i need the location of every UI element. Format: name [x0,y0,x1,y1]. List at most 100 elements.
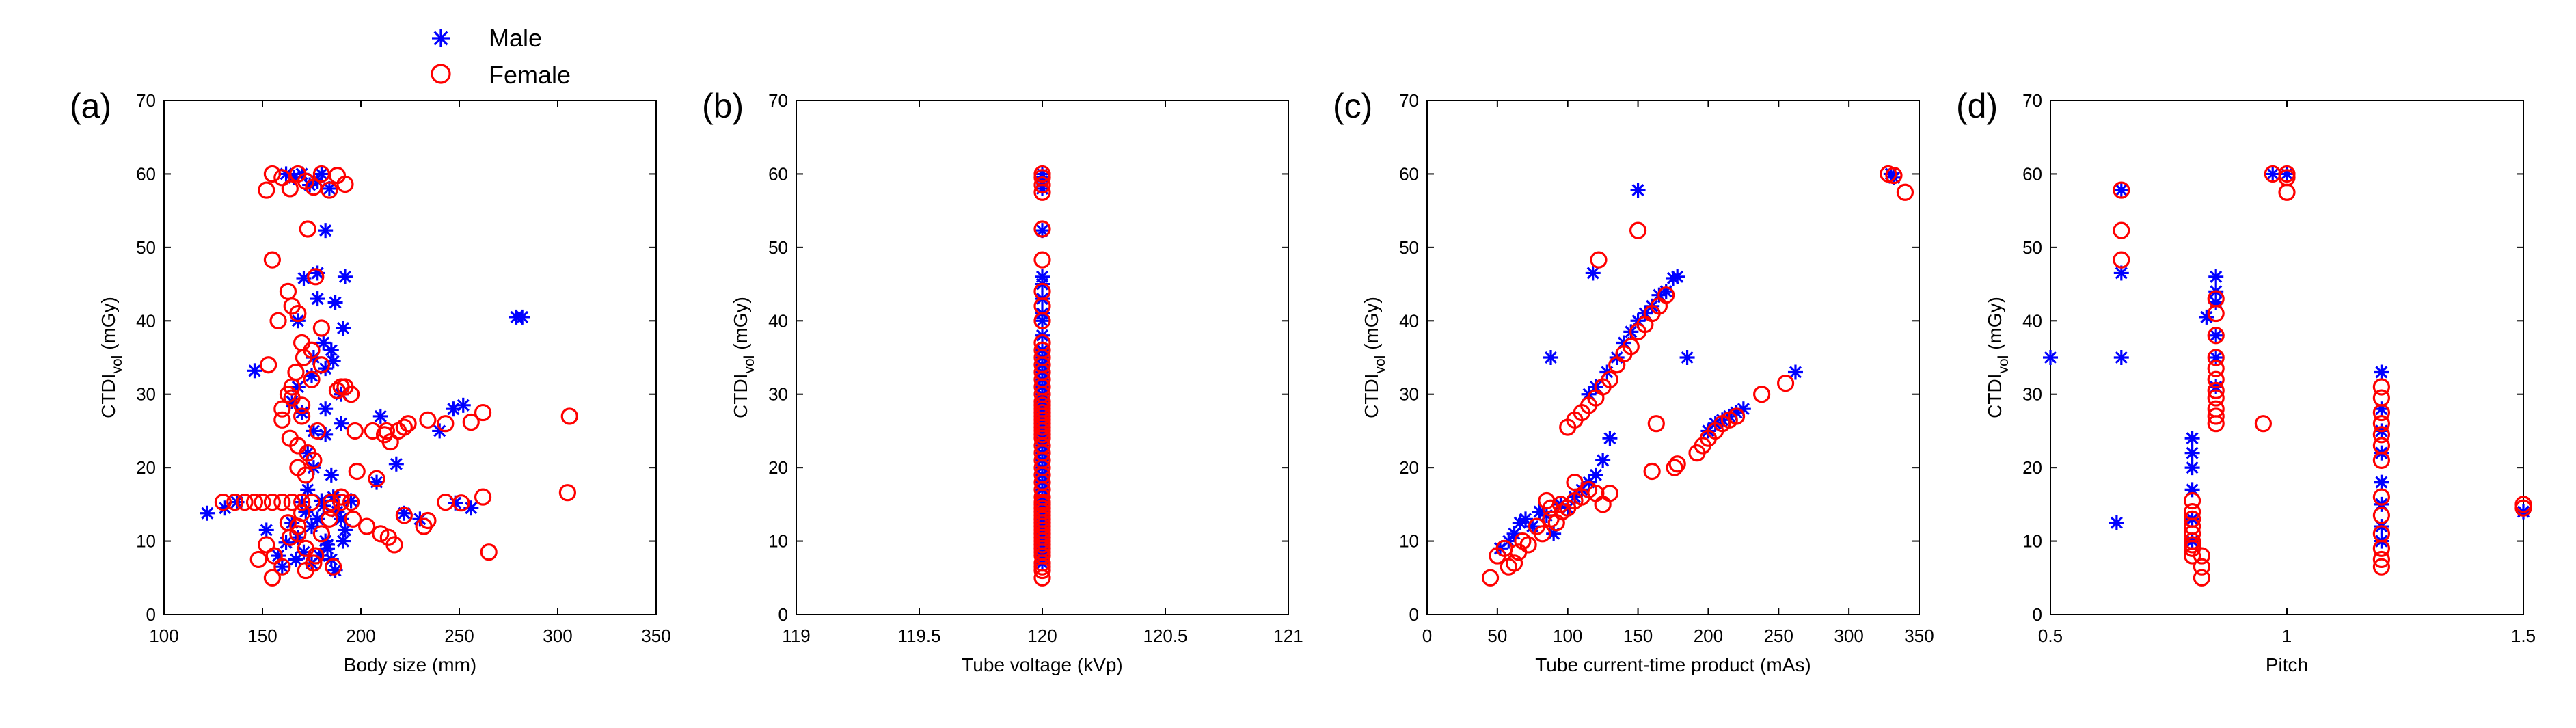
x-tick-label: 150 [247,625,277,646]
data-point-female [1033,251,1051,269]
data-point-female [328,381,347,399]
data-point-female [307,547,325,565]
data-point-female [2207,304,2225,323]
x-tick-label: 50 [1487,625,1507,646]
x-axis-label: Tube voltage (kVp) [962,654,1123,675]
data-point-male [258,522,274,538]
legend-male-star-icon [432,29,450,47]
data-point-female [1534,525,1551,543]
data-point-female [249,550,267,569]
data-point-female [2207,327,2225,345]
data-point-female [1033,220,1051,238]
data-point-male [2184,431,2200,446]
data-point-male [2113,350,2129,365]
data-point-female [332,494,350,511]
data-point-female [273,400,291,418]
panel-a: (a) 100 150 200 250 300 350 0 10 20 30 40 50 60 70 Body… [70,87,671,675]
panel-label: (b) [702,87,744,125]
data-point-male [2043,350,2058,365]
y-axis-label-sub: vol [1996,355,2011,374]
data-point-female [2113,251,2130,269]
data-point-female [1643,462,1661,481]
data-point-male [200,505,215,521]
data-point-female [368,470,385,487]
y-tick-label: 40 [768,310,788,331]
y-axis-label-unit: (mGy) [1984,297,2005,355]
x-tick-label: 0.5 [2038,625,2063,646]
data-point-female [2184,547,2201,565]
data-point-female [279,282,297,300]
data-point-female [2193,558,2211,576]
x-tick-label: 0 [1422,625,1432,646]
data-point-female [2372,403,2390,422]
data-point-female [372,525,390,543]
y-axis-label-main: CTDI [98,374,119,418]
data-point-female [336,175,354,193]
data-point-female [399,415,417,433]
data-point-female [289,304,307,323]
data-point-female [303,370,321,388]
data-point-male [2374,474,2389,490]
x-tick-label: 119.5 [897,625,940,646]
y-tick-label: 50 [136,237,156,258]
series-female [2113,165,2532,587]
data-point-female [2207,349,2225,366]
data-point-female [1033,176,1051,194]
data-point-female [2207,407,2225,425]
y-tick-label: 10 [136,531,156,552]
data-point-female [299,220,316,238]
legend-male-label: Male [489,24,542,52]
y-axis-label-unit: (mGy) [98,297,119,355]
data-point-male [337,269,353,284]
data-point-male [1630,183,1646,198]
data-point-female [289,525,307,543]
data-point-female [281,180,299,198]
data-point-female [258,536,275,554]
data-point-female [1033,561,1051,580]
data-point-female [260,356,277,374]
data-point-female [419,411,437,429]
y-tick-label: 10 [1399,531,1419,552]
data-point-female [474,488,492,506]
data-point-male [336,533,351,549]
data-point-female [395,507,413,524]
data-point-female [1590,251,1608,269]
y-tick-label: 10 [2022,531,2042,552]
y-tick-label: 20 [2022,457,2042,478]
data-point-female [1551,496,1570,513]
data-point-female [558,484,577,502]
data-point-female [1776,374,1795,392]
data-point-female [323,499,340,517]
y-tick-label: 0 [778,604,788,625]
data-point-female [293,494,311,511]
y-tick-label: 20 [768,457,788,478]
legend-female-circle-icon [431,64,451,84]
data-point-female [293,504,311,522]
data-point-female [2372,488,2390,506]
data-point-female [279,514,297,532]
data-point-male [310,291,325,307]
data-point-male [369,474,385,490]
data-point-female [273,411,291,429]
data-point-female [1657,286,1675,304]
panel-label: (d) [1956,87,1998,125]
y-axis-label-sub: vol [742,355,757,374]
x-axis-label: Tube current-time product (mAs) [1535,654,1811,675]
data-point-female [1601,370,1619,388]
axes-frame [1426,100,1920,615]
data-point-female [321,510,338,528]
data-point-male [388,456,404,472]
y-axis-label-main: CTDI [1361,374,1382,418]
data-point-male [1595,453,1611,468]
data-point-female [214,494,232,511]
y-tick-label: 40 [1399,310,1419,331]
legend-entry-female: Female [431,61,571,89]
y-axis-label: CTDIvol (mGy) [1984,297,2011,418]
legend-female-label: Female [489,61,571,89]
data-point-female [305,451,323,470]
y-tick-label: 50 [2022,237,2042,258]
data-point-female [1885,166,1903,185]
data-point-female [474,403,492,422]
x-tick-label: 150 [1623,625,1653,646]
y-tick-label: 30 [768,384,788,405]
